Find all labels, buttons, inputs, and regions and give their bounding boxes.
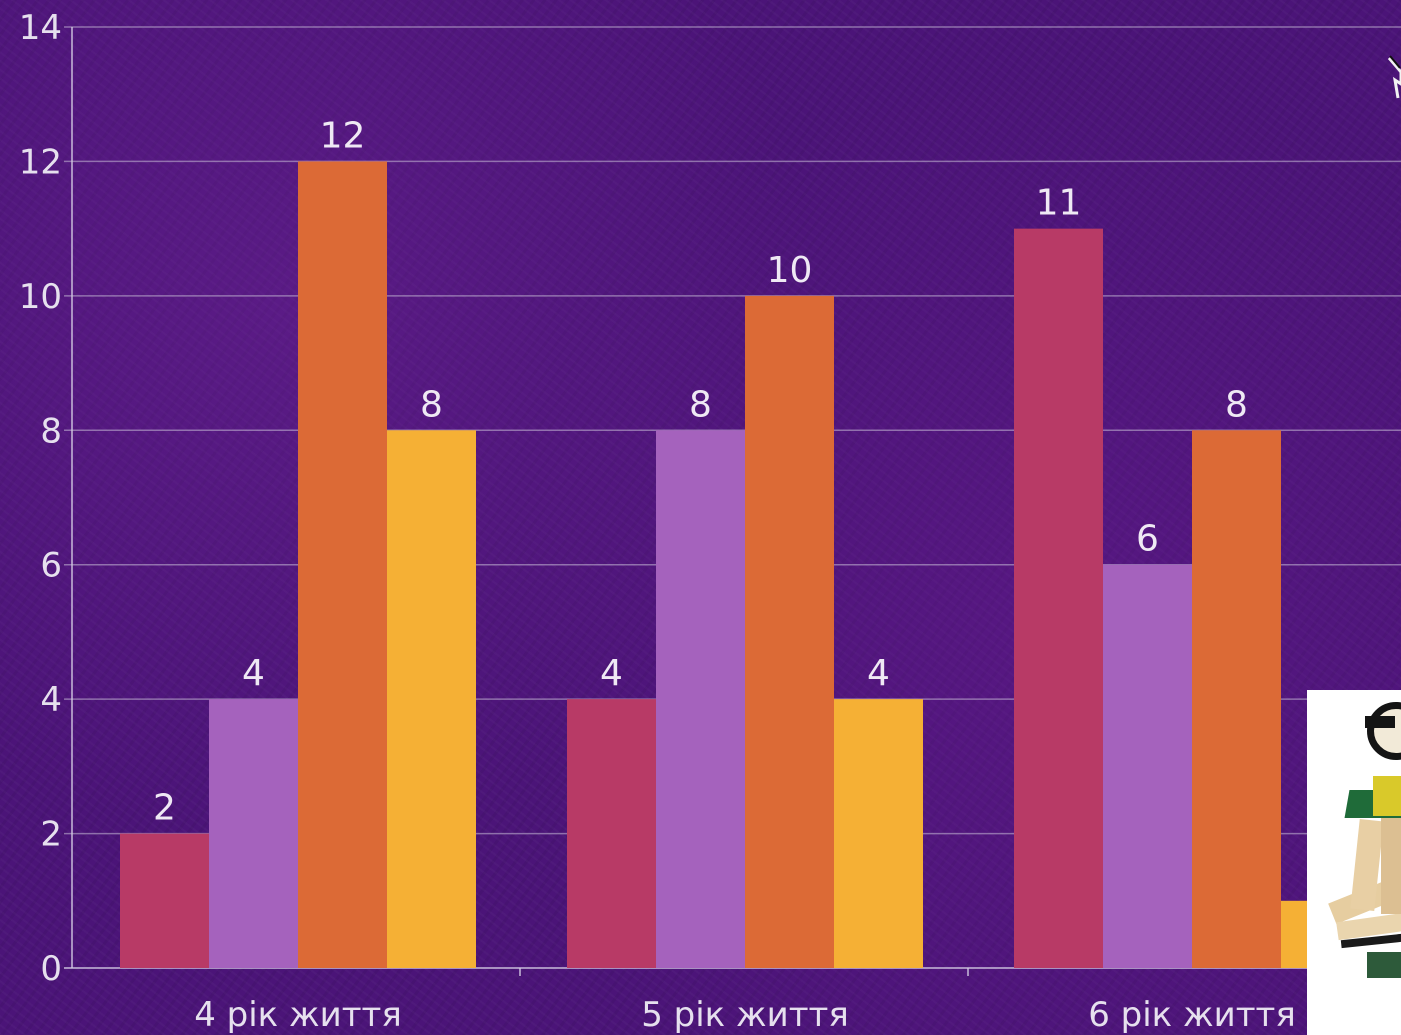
- data-label: 11: [1036, 183, 1082, 224]
- x-category-label: 4 рік життя: [194, 995, 402, 1035]
- x-axis-categories: 4 рік життя 5 рік життя 6 рік життя: [194, 995, 1296, 1035]
- bar-series-1-cat-3: [1014, 229, 1103, 968]
- bar-series-1-cat-2: [567, 699, 656, 968]
- y-axis-ticks: 0 2 4 6 8 10 12 14: [19, 8, 62, 989]
- bar-series-3-cat-2: [745, 296, 834, 968]
- bar-series-4-cat-2: [834, 699, 923, 968]
- y-tick-label: 14: [19, 8, 62, 48]
- bar-series-2-cat-1: [209, 699, 298, 968]
- star-fragment-icon: [1386, 54, 1401, 100]
- bar-series-2-cat-2: [656, 430, 745, 968]
- wooden-toy-photo: [1307, 690, 1401, 1035]
- data-label: 4: [242, 653, 265, 694]
- data-label: 8: [1225, 384, 1248, 425]
- y-tick-label: 4: [40, 680, 62, 720]
- data-label: 6: [1136, 519, 1159, 560]
- data-label: 8: [689, 384, 712, 425]
- y-tick-label: 0: [40, 949, 62, 989]
- bar-series-3-cat-3: [1192, 430, 1281, 968]
- x-category-label: 6 рік життя: [1088, 995, 1296, 1035]
- data-label: 12: [320, 115, 366, 156]
- bars-layer: [120, 161, 1370, 968]
- x-category-label: 5 рік життя: [641, 995, 849, 1035]
- y-tick-label: 2: [40, 815, 62, 855]
- y-tick-label: 8: [40, 411, 62, 451]
- bar-series-4-cat-1: [387, 430, 476, 968]
- y-tick-label: 12: [19, 142, 62, 182]
- bar-series-1-cat-1: [120, 834, 209, 968]
- data-label: 10: [767, 250, 813, 291]
- y-tick-label: 10: [19, 277, 62, 317]
- data-label: 2: [153, 788, 176, 829]
- bar-series-3-cat-1: [298, 161, 387, 968]
- data-label: 8: [420, 384, 443, 425]
- bar-series-2-cat-3: [1103, 565, 1192, 968]
- data-label: 4: [867, 653, 890, 694]
- y-tick-label: 6: [40, 546, 62, 586]
- data-label: 4: [600, 653, 623, 694]
